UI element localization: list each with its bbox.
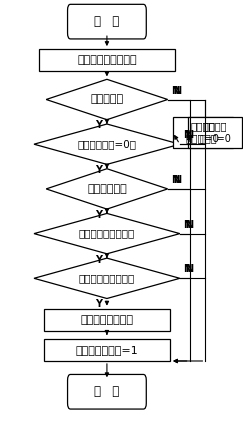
Text: 键解读标志位=0？: 键解读标志位=0？ (78, 139, 136, 149)
Text: 清键解读
标志位=0: 清键解读 标志位=0 (186, 121, 220, 143)
FancyBboxPatch shape (68, 374, 146, 409)
Text: 置键解读标志位=1: 置键解读标志位=1 (76, 345, 138, 355)
Text: 清键解读
标志位=0: 清键解读 标志位=0 (199, 121, 231, 143)
Polygon shape (34, 214, 180, 254)
Text: 输入哪个口线有变？: 输入哪个口线有变？ (79, 273, 135, 283)
Text: 各对应键具体处理: 各对应键具体处理 (80, 315, 133, 325)
Text: 开   始: 开 始 (94, 15, 120, 28)
Polygon shape (46, 79, 168, 120)
Text: 消抖动延时？: 消抖动延时？ (87, 184, 127, 194)
Text: N: N (183, 264, 191, 275)
Text: N: N (171, 85, 179, 96)
Bar (44, 339, 170, 361)
Text: 扫描哪个口线输出？: 扫描哪个口线输出？ (79, 228, 135, 239)
Text: N: N (185, 130, 194, 140)
FancyBboxPatch shape (68, 4, 146, 39)
Text: 键盘矩阵输出线扫描: 键盘矩阵输出线扫描 (77, 55, 137, 65)
Text: N: N (173, 175, 182, 185)
Bar (173, 117, 233, 148)
Text: Y: Y (95, 210, 102, 220)
Bar (44, 309, 170, 331)
Text: Y: Y (95, 255, 102, 264)
Polygon shape (34, 258, 180, 299)
Text: 有键按下？: 有键按下？ (90, 94, 123, 104)
Text: N: N (185, 220, 194, 230)
Text: Y: Y (95, 299, 102, 309)
Bar (188, 117, 242, 148)
Text: 返   回: 返 回 (94, 385, 120, 398)
Polygon shape (46, 169, 168, 209)
Bar (39, 49, 175, 71)
Text: N: N (183, 220, 191, 230)
Text: N: N (173, 85, 182, 96)
Text: N: N (185, 264, 194, 275)
Text: Y: Y (95, 121, 102, 130)
Text: N: N (183, 130, 191, 140)
Text: N: N (171, 175, 179, 185)
Text: Y: Y (95, 165, 102, 175)
Polygon shape (34, 124, 180, 165)
